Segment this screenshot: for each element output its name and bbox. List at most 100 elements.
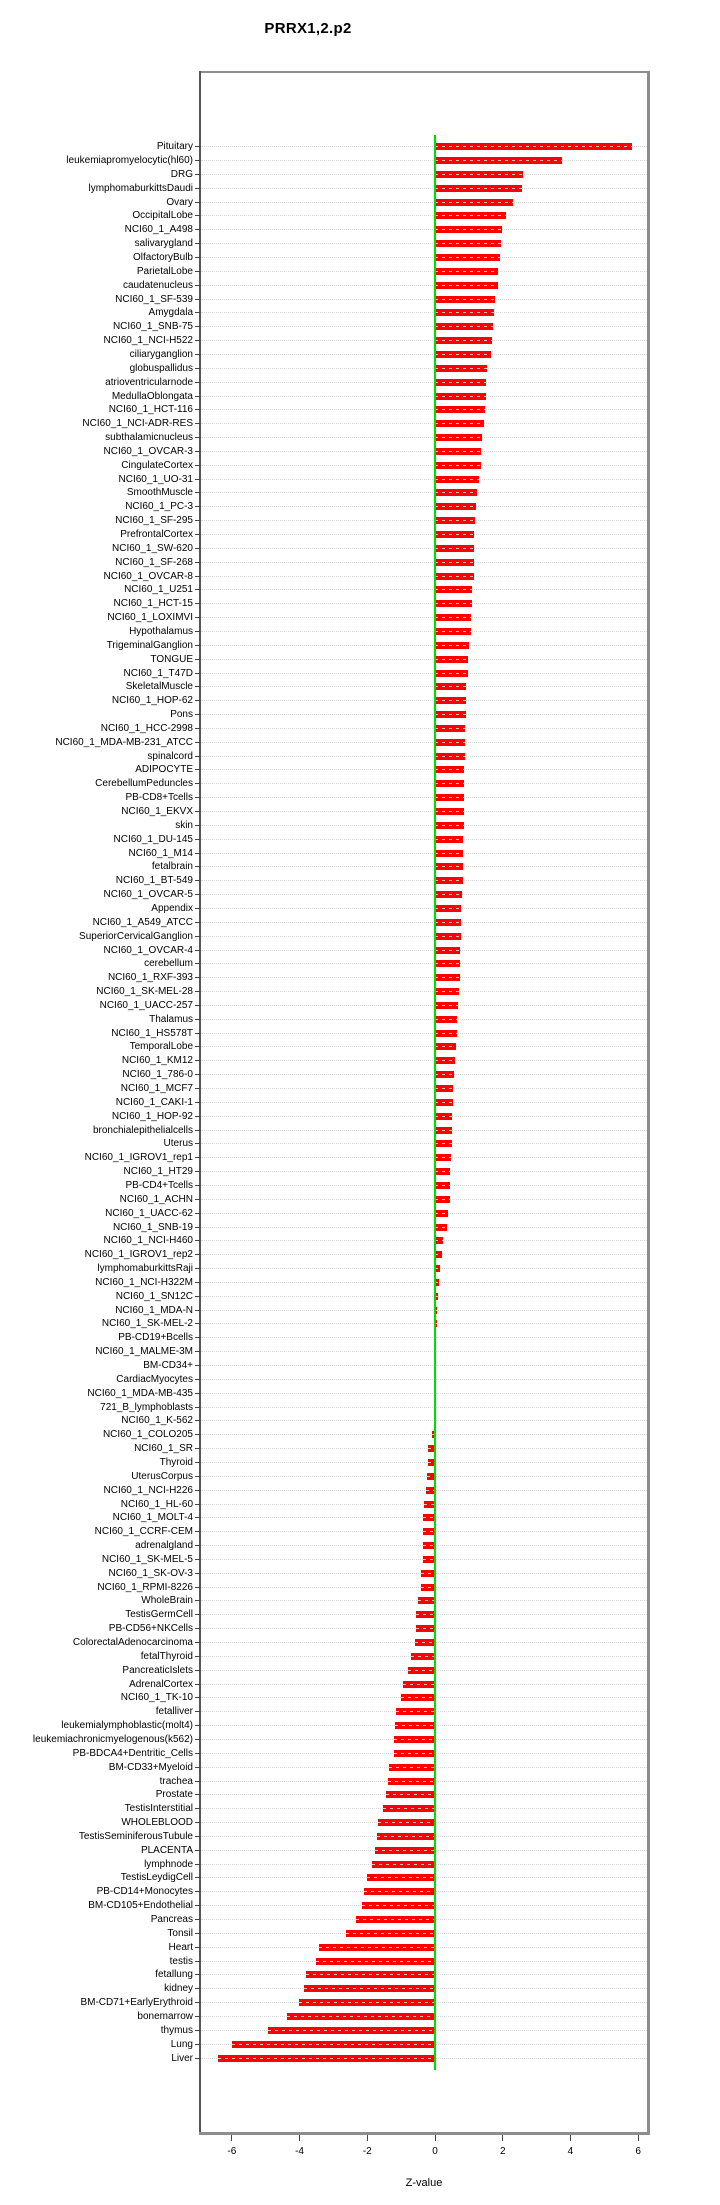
- row-gridline: [201, 741, 647, 743]
- row-label: NCI60_1_SF-539: [115, 293, 193, 305]
- row-label: NCI60_1_T47D: [123, 667, 193, 679]
- gridline-over-bar: [435, 423, 484, 425]
- bar: [435, 697, 466, 705]
- gridline-over-bar: [435, 603, 473, 605]
- bar: [435, 254, 501, 261]
- row-gridline: [201, 1060, 647, 1062]
- row-gridline: [201, 1101, 647, 1103]
- row-tick: [195, 423, 200, 425]
- row-label: Appendix: [151, 902, 193, 914]
- row-tick: [195, 534, 200, 535]
- x-axis-title: Z-value: [405, 2177, 443, 2189]
- row-label: NCI60_1_SF-268: [115, 556, 193, 568]
- gridline-over-bar: [435, 977, 461, 979]
- row-label: NCI60_1_CCRF-CEM: [94, 1526, 193, 1538]
- row-gridline: [201, 811, 647, 812]
- bar: [435, 1112, 453, 1120]
- x-tick-label: -2: [362, 2146, 372, 2157]
- row-label: cerebellum: [144, 958, 193, 970]
- gridline-over-bar: [382, 1808, 435, 1810]
- bar: [423, 1542, 435, 1550]
- row-gridline: [201, 1448, 647, 1450]
- row-gridline: [201, 1351, 647, 1353]
- row-tick: [195, 1835, 200, 1837]
- row-tick: [195, 1365, 200, 1366]
- bar: [356, 1916, 435, 1923]
- row-label: NCI60_1_MDA-N: [115, 1304, 193, 1316]
- gridline-over-bar: [421, 1572, 435, 1574]
- bar: [363, 1888, 435, 1896]
- row-label: atrioventricularnode: [105, 376, 193, 388]
- row-tick: [195, 1240, 200, 1242]
- gridline-over-bar: [298, 2002, 435, 2004]
- bar: [435, 711, 466, 719]
- row-label: TONGUE: [150, 653, 193, 665]
- row-tick: [195, 1143, 200, 1145]
- row-label: NCI60_1_RXF-393: [107, 972, 193, 984]
- row-gridline: [201, 727, 647, 729]
- bar: [298, 1999, 435, 2007]
- bar: [435, 212, 506, 220]
- row-gridline: [201, 353, 647, 355]
- row-tick: [195, 1323, 200, 1325]
- row-label: NCI60_1_UACC-62: [105, 1207, 193, 1219]
- x-tick-mark: [366, 2135, 368, 2141]
- bar: [435, 904, 462, 912]
- bar: [435, 877, 463, 885]
- bar: [435, 655, 468, 663]
- gridline-over-bar: [435, 1032, 457, 1034]
- row-tick: [195, 921, 200, 923]
- bar: [435, 378, 487, 386]
- row-label: NCI60_1_U251: [124, 584, 193, 596]
- gridline-over-bar: [435, 409, 486, 411]
- row-tick: [195, 797, 200, 799]
- x-tick-mark: [637, 2135, 639, 2141]
- row-gridline: [201, 173, 647, 175]
- row-gridline: [201, 160, 647, 162]
- row-tick: [195, 201, 200, 203]
- gridline-over-bar: [427, 1461, 435, 1463]
- gridline-over-bar: [435, 229, 503, 231]
- row-tick: [195, 1642, 200, 1643]
- row-tick: [195, 617, 200, 619]
- row-tick: [195, 714, 200, 716]
- row-gridline: [201, 1240, 647, 1242]
- row-label: skin: [175, 819, 193, 831]
- row-gridline: [201, 1475, 647, 1477]
- row-label: NCI60_1_786-0: [122, 1069, 193, 1081]
- gridline-over-bar: [232, 2043, 435, 2045]
- gridline-over-bar: [435, 741, 465, 743]
- row-tick: [195, 852, 200, 854]
- row-tick: [195, 409, 200, 411]
- row-tick: [195, 1434, 200, 1436]
- row-label: NCI60_1_SN12C: [115, 1290, 193, 1302]
- row-gridline: [201, 1392, 647, 1394]
- gridline-over-bar: [435, 852, 464, 854]
- row-tick: [195, 1420, 200, 1422]
- bar: [435, 849, 464, 857]
- row-label: caudatenucleus: [122, 279, 193, 291]
- gridline-over-bar: [435, 1060, 456, 1062]
- row-label: WHOLEBLOOD: [121, 1817, 193, 1829]
- row-label: NCI60_1_M14: [128, 847, 193, 859]
- bar: [435, 766, 465, 774]
- bar: [435, 724, 466, 732]
- row-tick: [195, 1226, 200, 1228]
- gridline-over-bar: [363, 1891, 435, 1893]
- gridline-over-bar: [416, 1614, 435, 1616]
- gridline-over-bar: [415, 1628, 435, 1630]
- row-gridline: [201, 1281, 647, 1283]
- gridline-over-bar: [435, 437, 483, 439]
- row-tick: [195, 838, 200, 840]
- row-label: NCI60_1_NCI-H522: [103, 335, 194, 347]
- gridline-over-bar: [435, 1018, 458, 1020]
- gridline-over-bar: [306, 1974, 435, 1976]
- row-tick: [195, 866, 200, 868]
- bar: [303, 1985, 435, 1993]
- gridline-over-bar: [435, 935, 461, 937]
- bar: [435, 1306, 438, 1314]
- row-label: NCI60_1_LOXIMVI: [107, 612, 193, 624]
- row-tick: [195, 520, 200, 522]
- row-tick: [195, 450, 200, 452]
- bar: [435, 1057, 456, 1065]
